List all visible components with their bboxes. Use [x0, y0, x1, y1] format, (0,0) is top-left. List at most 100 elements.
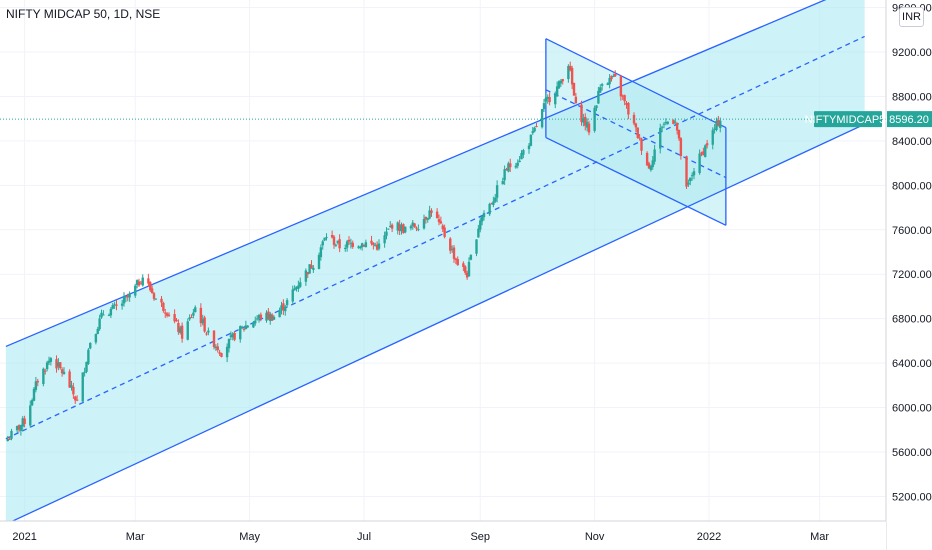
candle [128, 291, 131, 302]
candle-body [677, 129, 681, 139]
y-tick-label: 8800.00 [892, 91, 932, 103]
candle [180, 322, 184, 343]
candle-body [164, 312, 167, 314]
candle [29, 400, 32, 428]
candle-body [679, 138, 683, 157]
candle [8, 436, 11, 441]
candle [218, 349, 221, 356]
candle-body [135, 280, 139, 285]
candle [450, 245, 454, 253]
candle [509, 158, 512, 173]
candle-body [111, 305, 114, 309]
candle [557, 80, 561, 90]
candle-body [194, 307, 197, 313]
y-tick-label: 7200.00 [892, 269, 932, 281]
candle [717, 115, 720, 127]
candle-body [675, 123, 679, 131]
x-tick-label: Sep [470, 531, 490, 543]
candle [351, 240, 354, 249]
candle-body [435, 211, 439, 219]
candle-body [417, 229, 420, 231]
candle-body [308, 264, 311, 274]
y-tick-label: 7600.00 [892, 225, 932, 237]
candle [59, 362, 62, 370]
candle-body [349, 242, 353, 244]
candle [280, 301, 283, 315]
candle-body [600, 84, 604, 86]
candle [190, 314, 193, 319]
candle-body [387, 228, 390, 230]
candle [439, 216, 443, 225]
candle [109, 307, 113, 319]
candle [627, 101, 630, 120]
candle [199, 303, 203, 327]
candle [32, 387, 36, 402]
candle-body [359, 246, 362, 249]
candle [516, 159, 519, 169]
candle [173, 309, 176, 324]
x-tick-label: May [239, 531, 260, 543]
candle-body [252, 322, 255, 328]
candle-body [516, 162, 519, 166]
candle-body [113, 304, 116, 306]
candle-body [134, 285, 137, 296]
candle-body [375, 244, 379, 250]
candle [216, 343, 219, 353]
candle-body [685, 156, 688, 187]
candle [167, 312, 171, 317]
candle-body [45, 362, 49, 370]
candle-body [374, 245, 377, 247]
chart-title: NIFTY MIDCAP 50, 1D, NSE [6, 7, 161, 21]
candle [205, 331, 208, 336]
candle [265, 310, 268, 323]
candle [634, 122, 638, 132]
candle-body [278, 310, 281, 318]
candle [244, 320, 248, 330]
candle-body [396, 222, 399, 231]
candle [599, 84, 602, 93]
candle [179, 325, 182, 335]
candle [102, 310, 105, 316]
candle-body [705, 143, 709, 146]
candle [203, 315, 206, 333]
candle [660, 125, 664, 133]
candle-body [627, 102, 630, 115]
candle [404, 226, 407, 234]
candle [479, 217, 482, 233]
candle-body [201, 319, 204, 324]
candle [57, 358, 60, 371]
falling-channel-median [545, 89, 727, 179]
candle-body [345, 241, 349, 248]
candle [186, 318, 189, 341]
candle [572, 82, 576, 96]
candle-body [580, 104, 583, 122]
candle [422, 214, 426, 230]
candle [164, 308, 167, 318]
currency-button[interactable]: INR [899, 7, 924, 27]
candle [338, 234, 341, 253]
y-tick-label: 9200.00 [892, 47, 932, 59]
candle [372, 242, 375, 250]
candle [257, 313, 261, 323]
candle-body [495, 185, 499, 198]
candle [584, 113, 587, 131]
candle-body [640, 138, 643, 151]
candle [334, 243, 338, 247]
candle [621, 94, 624, 101]
candle-body [698, 153, 701, 174]
candle-body [610, 75, 613, 80]
candle-body [608, 77, 611, 85]
candle-body [426, 218, 429, 220]
candle [600, 82, 604, 91]
candle [160, 295, 163, 307]
candle [413, 222, 416, 228]
candle-body [719, 120, 722, 128]
candle-body [293, 288, 296, 291]
candle [542, 99, 546, 112]
candle [385, 227, 388, 240]
candle [194, 305, 197, 313]
candle [100, 309, 103, 319]
candle [527, 143, 531, 154]
candle [636, 127, 639, 139]
